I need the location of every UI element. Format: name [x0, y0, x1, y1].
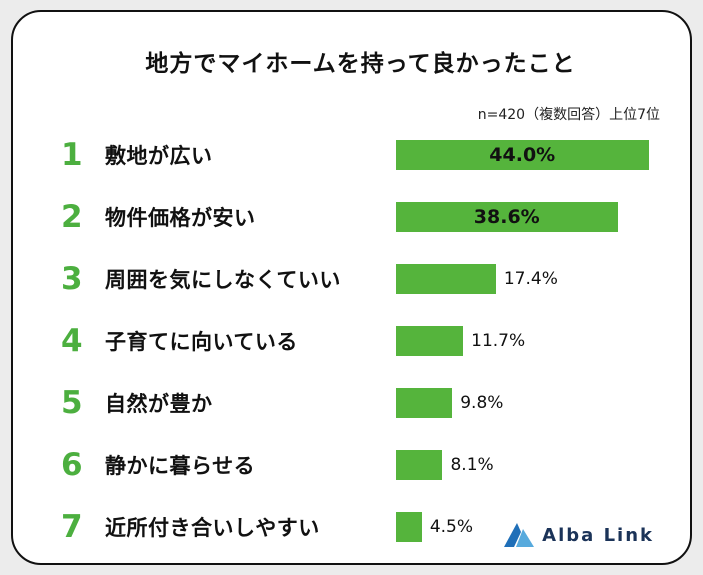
- category-label: 近所付き合いしやすい: [105, 516, 320, 540]
- rank-number: 7: [61, 508, 83, 545]
- bar: 38.6%: [396, 202, 618, 232]
- category-label: 静かに暮らせる: [105, 454, 256, 478]
- rank-number: 4: [61, 322, 83, 359]
- category-label: 子育てに向いている: [105, 330, 298, 354]
- chart-row: 4 子育てに向いている 11.7%: [61, 324, 660, 358]
- bar: 44.0%: [396, 140, 649, 170]
- bar: [396, 512, 422, 542]
- bar-area: 17.4%: [396, 264, 660, 294]
- chart-row: 6 静かに暮らせる 8.1%: [61, 448, 660, 482]
- bar: [396, 264, 496, 294]
- chart-row: 7 近所付き合いしやすい 4.5%: [61, 510, 660, 544]
- rank-number: 5: [61, 384, 83, 421]
- bar: [396, 326, 464, 356]
- chart-row: 2 物件価格が安い 38.6%: [61, 200, 660, 234]
- albalink-logo-text: Alba Link: [542, 524, 654, 546]
- bar-area: 8.1%: [396, 450, 660, 480]
- rank-number: 3: [61, 260, 83, 297]
- category-label: 周囲を気にしなくていい: [105, 268, 341, 292]
- bar: [396, 450, 443, 480]
- value-label: 44.0%: [489, 144, 556, 166]
- chart-row: 5 自然が豊か 9.8%: [61, 386, 660, 420]
- rank-number: 1: [61, 136, 83, 173]
- value-label: 11.7%: [471, 331, 526, 351]
- sample-note: n=420（複数回答）上位7位: [477, 107, 660, 123]
- bar-area: 44.0%: [396, 140, 660, 170]
- chart-title: 地方でマイホームを持って良かったこと: [145, 51, 576, 77]
- value-label: 4.5%: [429, 517, 474, 537]
- value-label: 9.8%: [460, 393, 504, 413]
- chart-row: 3 周囲を気にしなくていい 17.4%: [61, 262, 660, 296]
- bar-area: 4.5%: [396, 512, 660, 542]
- category-label: 物件価格が安い: [105, 206, 256, 230]
- value-label: 8.1%: [450, 455, 494, 475]
- albalink-branding: Alba Link: [504, 523, 654, 547]
- chart-row: 1 敷地が広い 44.0%: [61, 138, 660, 172]
- bar-area: 38.6%: [396, 202, 660, 232]
- rank-number: 2: [61, 198, 83, 235]
- bar-chart: 1 敷地が広い 44.0% 2 物件価格が安い 38.6% 3 周囲を気にしなく…: [61, 138, 660, 544]
- value-label: 38.6%: [473, 206, 540, 228]
- rank-number: 6: [61, 446, 83, 483]
- bar-area: 9.8%: [396, 388, 660, 418]
- category-label: 敷地が広い: [105, 144, 213, 168]
- category-label: 自然が豊か: [105, 392, 213, 416]
- value-label: 17.4%: [503, 269, 558, 289]
- chart-card: 地方でマイホームを持って良かったこと n=420（複数回答）上位7位 1 敷地が…: [11, 10, 692, 565]
- albalink-logo-icon: [504, 523, 535, 547]
- bar-area: 11.7%: [396, 326, 660, 356]
- bar: [396, 388, 453, 418]
